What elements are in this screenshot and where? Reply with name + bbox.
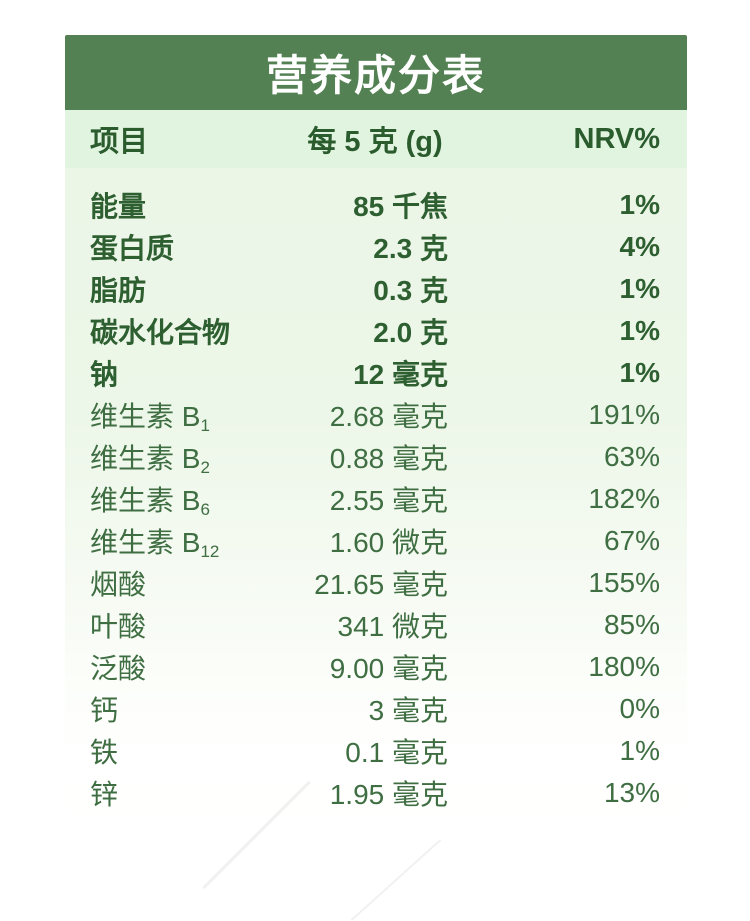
nutrient-value: 341 微克 bbox=[337, 611, 449, 642]
nutrient-nrv: 1% bbox=[619, 357, 660, 388]
nutrient-value: 21.65 毫克 bbox=[314, 569, 448, 600]
nutrition-label: 营养成分表 项目 每 5 克 (g) NRV% 能量 85 千焦 1% 蛋白质 … bbox=[65, 35, 687, 830]
table-row: 维生素 B1 2.68 毫克 191% bbox=[65, 394, 687, 436]
nutrient-value: 0.3 克 bbox=[373, 275, 448, 306]
nutrient-name: 叶酸 bbox=[90, 611, 147, 642]
nutrient-nrv: 155% bbox=[588, 567, 660, 598]
nutrient-nrv: 182% bbox=[588, 483, 660, 514]
nutrient-nrv: 1% bbox=[619, 315, 660, 346]
table-row: 泛酸 9.00 毫克 180% bbox=[65, 646, 687, 688]
table-row: 碳水化合物 2.0 克 1% bbox=[65, 310, 687, 352]
nutrient-value: 12 毫克 bbox=[353, 359, 448, 390]
nutrient-nrv: 1% bbox=[619, 735, 660, 766]
nutrient-nrv: 1% bbox=[619, 273, 660, 304]
nutrient-name: 维生素 B1 bbox=[90, 401, 210, 435]
table-row: 维生素 B12 1.60 微克 67% bbox=[65, 520, 687, 562]
nutrient-value: 2.3 克 bbox=[373, 233, 448, 264]
nutrient-name: 脂肪 bbox=[90, 275, 147, 306]
nutrient-name: 能量 bbox=[90, 191, 147, 222]
table-row: 钠 12 毫克 1% bbox=[65, 352, 687, 394]
nutrient-name: 锌 bbox=[90, 779, 119, 810]
nutrient-name: 烟酸 bbox=[90, 569, 147, 600]
nutrient-value: 85 千焦 bbox=[353, 191, 448, 222]
nutrient-name-subscript: 6 bbox=[200, 500, 210, 519]
table-row: 烟酸 21.65 毫克 155% bbox=[65, 562, 687, 604]
nutrient-name-subscript: 2 bbox=[200, 458, 210, 477]
table-row: 叶酸 341 微克 85% bbox=[65, 604, 687, 646]
nutrient-nrv: 4% bbox=[619, 231, 660, 262]
column-header-nrv: NRV% bbox=[573, 122, 661, 155]
table-row: 能量 85 千焦 1% bbox=[65, 184, 687, 226]
nutrient-table-body: 能量 85 千焦 1% 蛋白质 2.3 克 4% 脂肪 0.3 克 1% 碳水化… bbox=[65, 168, 687, 830]
nutrient-name: 铁 bbox=[90, 737, 119, 768]
column-header-amount: 每 5 克 (g) bbox=[307, 126, 443, 158]
nutrient-name-subscript: 12 bbox=[200, 542, 220, 561]
table-row: 锌 1.95 毫克 13% bbox=[65, 772, 687, 814]
nutrient-value: 1.60 微克 bbox=[329, 527, 448, 558]
nutrient-nrv: 0% bbox=[619, 693, 660, 724]
nutrient-value: 2.68 毫克 bbox=[329, 401, 448, 432]
nutrient-nrv: 67% bbox=[603, 525, 660, 556]
nutrient-value: 0.88 毫克 bbox=[329, 443, 448, 474]
nutrient-value: 9.00 毫克 bbox=[329, 653, 448, 684]
table-row: 铁 0.1 毫克 1% bbox=[65, 730, 687, 772]
nutrient-name: 钠 bbox=[90, 359, 119, 390]
table-row: 蛋白质 2.3 克 4% bbox=[65, 226, 687, 268]
table-row: 脂肪 0.3 克 1% bbox=[65, 268, 687, 310]
nutrient-nrv: 180% bbox=[588, 651, 660, 682]
nutrient-nrv: 191% bbox=[588, 399, 660, 430]
title-bar: 营养成分表 bbox=[65, 35, 687, 110]
photo-crease-line bbox=[350, 839, 442, 921]
nutrient-name: 维生素 B12 bbox=[90, 527, 220, 561]
nutrient-value: 3 毫克 bbox=[368, 695, 448, 726]
nutrient-value: 1.95 毫克 bbox=[329, 779, 448, 810]
nutrient-value: 0.1 毫克 bbox=[345, 737, 448, 768]
nutrient-nrv: 1% bbox=[619, 189, 660, 220]
nutrient-name: 泛酸 bbox=[90, 653, 147, 684]
nutrient-nrv: 63% bbox=[603, 441, 660, 472]
table-row: 钙 3 毫克 0% bbox=[65, 688, 687, 730]
column-header-row: 项目 每 5 克 (g) NRV% bbox=[65, 110, 687, 168]
nutrient-name: 维生素 B6 bbox=[90, 485, 210, 519]
nutrient-name: 碳水化合物 bbox=[90, 317, 231, 348]
nutrient-name-subscript: 1 bbox=[200, 416, 210, 435]
nutrient-name: 钙 bbox=[90, 695, 119, 726]
column-header-item: 项目 bbox=[90, 126, 149, 158]
nutrient-name: 蛋白质 bbox=[90, 233, 175, 264]
table-row: 维生素 B6 2.55 毫克 182% bbox=[65, 478, 687, 520]
nutrient-value: 2.0 克 bbox=[373, 317, 448, 348]
nutrient-value: 2.55 毫克 bbox=[329, 485, 448, 516]
nutrient-nrv: 13% bbox=[603, 777, 660, 808]
nutrient-name: 维生素 B2 bbox=[90, 443, 210, 477]
page-title: 营养成分表 bbox=[265, 52, 486, 99]
nutrient-nrv: 85% bbox=[603, 609, 660, 640]
table-row: 维生素 B2 0.88 毫克 63% bbox=[65, 436, 687, 478]
